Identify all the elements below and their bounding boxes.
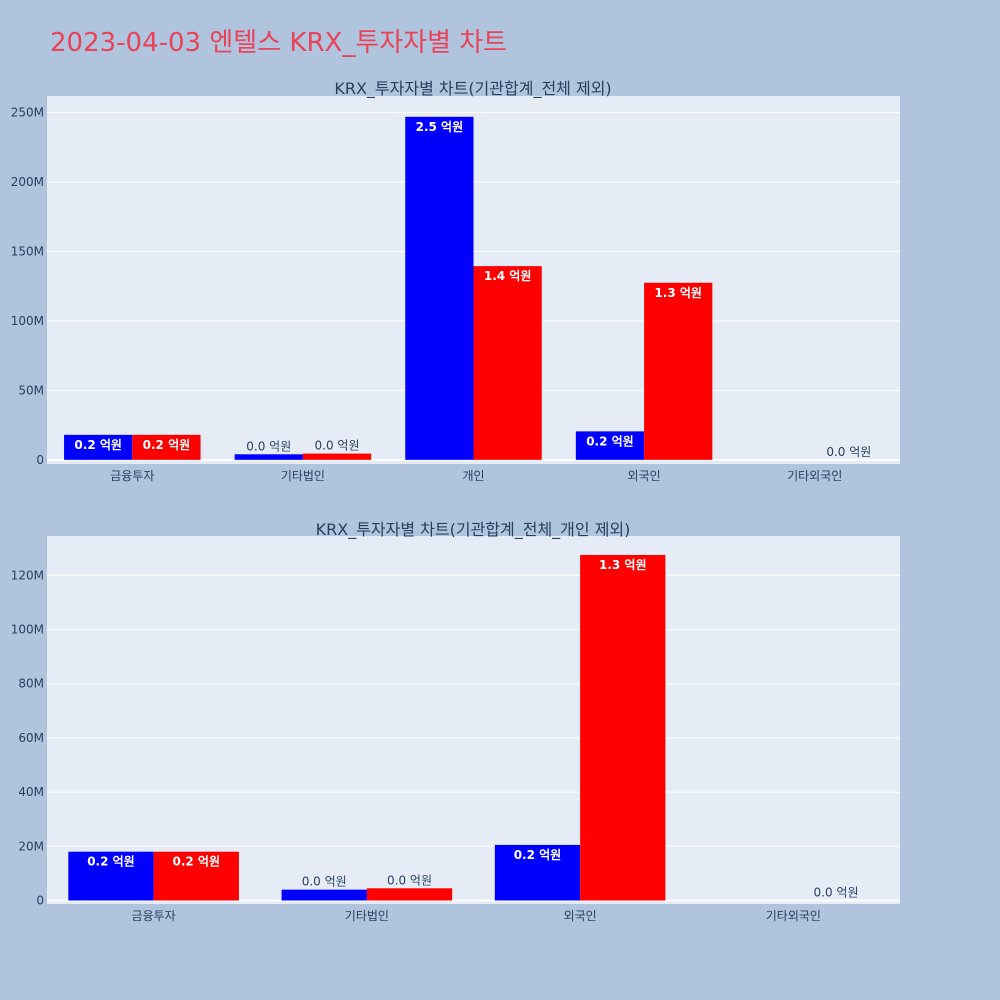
bar <box>153 851 239 901</box>
page-title: 2023-04-03 엔텔스 KRX_투자자별 차트 <box>50 28 508 58</box>
x-tick-label: 외국인 <box>628 469 661 483</box>
data-label: 0.0 억원 <box>246 439 291 453</box>
x-ticks: 금융투자 기타법인 외국인 기타외국인 <box>132 909 821 923</box>
bars: 0.2 억원 0.2 억원 0.0 억원 0.0 억원 0.2 억원 1.3 억원 0.0 … <box>68 554 859 901</box>
bar <box>64 434 133 460</box>
data-label: 0.2 억원 <box>173 855 221 869</box>
y-tick-label: 100M <box>11 314 44 328</box>
x-tick-label: 기타외국인 <box>766 909 821 923</box>
bar <box>281 889 367 901</box>
y-tick-label: 40M <box>18 785 44 799</box>
y-tick-label: 20M <box>18 839 44 853</box>
data-label: 0.2 억원 <box>514 848 562 862</box>
x-tick-label: 금융투자 <box>110 469 154 483</box>
y-tick-label: 200M <box>11 175 44 189</box>
bar <box>132 434 201 460</box>
bar <box>405 116 474 460</box>
bar <box>366 888 453 901</box>
y-tick-label: 50M <box>18 383 44 397</box>
chart-bottom: 0 20M 40M 60M 80M 100M 120M 0.2 억원 0.2 억원 0.0 억원… <box>11 520 900 923</box>
data-label: 2.5 억원 <box>416 120 464 134</box>
data-label: 0.0 억원 <box>387 873 432 887</box>
data-label: 1.4 억원 <box>484 269 532 283</box>
data-label: 0.0 억원 <box>826 445 871 459</box>
y-tick-label: 100M <box>11 622 44 636</box>
y-tick-label: 120M <box>11 568 44 582</box>
x-tick-label: 금융투자 <box>132 909 176 923</box>
data-label: 0.0 억원 <box>302 875 347 889</box>
bar <box>580 554 666 901</box>
y-tick-label: 0 <box>36 893 44 907</box>
y-tick-label: 150M <box>11 245 44 259</box>
y-tick-label: 60M <box>18 731 44 745</box>
x-tick-label: 외국인 <box>564 909 597 923</box>
chart-title: KRX_투자자별 차트(기관합계_전체 제외) <box>334 79 611 99</box>
bars: 0.2 억원 0.2 억원 0.0 억원 0.0 억원 2.5 억원 1.4 억원 0.2 … <box>64 116 871 460</box>
plot-area <box>47 536 900 904</box>
data-label: 0.0 억원 <box>814 885 859 899</box>
bar <box>494 844 581 901</box>
bar <box>68 851 154 901</box>
data-label: 0.2 억원 <box>143 438 191 452</box>
data-label: 0.2 억원 <box>87 855 135 869</box>
bar <box>302 453 372 460</box>
data-label: 0.2 억원 <box>586 434 634 448</box>
y-tick-label: 250M <box>11 106 44 120</box>
bar <box>575 431 645 460</box>
x-ticks: 금융투자 기타법인 개인 외국인 기타외국인 <box>110 469 842 483</box>
x-tick-label: 기타외국인 <box>787 469 842 483</box>
x-tick-label: 개인 <box>462 469 484 483</box>
bar <box>234 454 303 460</box>
x-tick-label: 기타법인 <box>345 909 389 923</box>
chart-title: KRX_투자자별 차트(기관합계_전체_개인 제외) <box>316 520 631 540</box>
y-tick-label: 80M <box>18 677 44 691</box>
data-label: 0.2 억원 <box>74 438 122 452</box>
data-label: 1.3 억원 <box>599 558 647 572</box>
bar <box>644 282 713 460</box>
data-label: 0.0 억원 <box>315 439 360 453</box>
y-tick-label: 0 <box>36 453 44 467</box>
data-label: 1.3 억원 <box>654 286 702 300</box>
bar <box>473 266 542 460</box>
x-tick-label: 기타법인 <box>281 469 325 483</box>
